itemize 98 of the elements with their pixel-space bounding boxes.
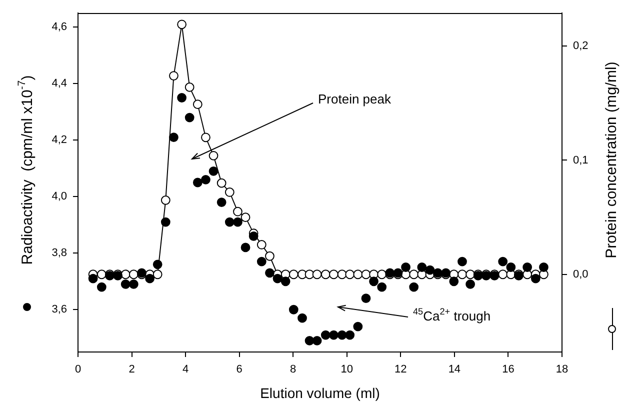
annotation: Protein peak bbox=[318, 92, 392, 107]
point bbox=[184, 82, 194, 92]
point bbox=[120, 280, 130, 289]
point bbox=[449, 276, 459, 286]
point bbox=[177, 93, 186, 102]
point bbox=[369, 276, 378, 286]
x-tick-label: 18 bbox=[556, 364, 568, 376]
point bbox=[240, 212, 250, 222]
point bbox=[256, 240, 266, 250]
point bbox=[458, 256, 467, 266]
point bbox=[192, 178, 202, 188]
point bbox=[498, 270, 508, 280]
point bbox=[539, 262, 548, 272]
point bbox=[160, 195, 170, 205]
x-tick-label: 10 bbox=[340, 364, 354, 376]
x-tick-label: 14 bbox=[448, 364, 461, 376]
point bbox=[169, 71, 178, 80]
y2-tick-label: 0,0 bbox=[573, 268, 588, 280]
point bbox=[272, 274, 282, 284]
point bbox=[466, 270, 476, 280]
x-tick-label: 8 bbox=[290, 364, 296, 376]
point bbox=[425, 265, 435, 275]
point bbox=[288, 304, 298, 314]
x-tick-label: 16 bbox=[502, 364, 514, 376]
point bbox=[353, 322, 363, 332]
point bbox=[329, 330, 338, 340]
point bbox=[177, 20, 186, 30]
y-tick-label: 3,6 bbox=[52, 304, 67, 316]
point bbox=[152, 260, 162, 270]
point bbox=[353, 270, 363, 280]
point bbox=[208, 166, 218, 176]
point bbox=[128, 280, 138, 289]
point bbox=[377, 270, 387, 280]
y-tick-label: 3,8 bbox=[52, 247, 67, 260]
point bbox=[233, 217, 242, 227]
point bbox=[401, 262, 410, 272]
point bbox=[224, 188, 234, 197]
point bbox=[184, 112, 194, 122]
point bbox=[96, 270, 106, 280]
point bbox=[216, 198, 226, 207]
point bbox=[345, 270, 355, 280]
point bbox=[298, 313, 307, 323]
y-tick-label: 4,0 bbox=[52, 190, 67, 203]
point bbox=[522, 262, 532, 272]
y2-axis-title: Protein concentration (mg/ml) bbox=[603, 62, 620, 258]
point bbox=[337, 330, 347, 340]
point bbox=[361, 270, 371, 280]
point bbox=[256, 256, 266, 266]
point bbox=[506, 262, 516, 272]
point bbox=[466, 280, 476, 289]
point bbox=[320, 330, 330, 340]
point bbox=[192, 100, 202, 110]
y2-tick-label: 0,1 bbox=[573, 154, 588, 166]
point bbox=[233, 206, 242, 216]
point bbox=[320, 270, 330, 280]
point bbox=[201, 132, 210, 142]
x-tick-label: 12 bbox=[394, 364, 407, 376]
point bbox=[337, 270, 347, 280]
point bbox=[417, 262, 427, 272]
point bbox=[128, 270, 138, 280]
point bbox=[240, 242, 250, 252]
point bbox=[312, 270, 322, 280]
point bbox=[248, 231, 258, 241]
point bbox=[377, 282, 387, 292]
point bbox=[361, 294, 371, 304]
point bbox=[409, 282, 419, 292]
point bbox=[265, 268, 274, 278]
point bbox=[224, 217, 234, 227]
point bbox=[312, 336, 322, 346]
point bbox=[458, 270, 467, 280]
x-tick-label: 6 bbox=[236, 364, 242, 376]
x-tick-label: 2 bbox=[128, 364, 135, 376]
point bbox=[530, 274, 540, 284]
point bbox=[152, 270, 162, 280]
y-axis-title: Radioactivity (cpm/ml x10-7) bbox=[16, 75, 36, 265]
point bbox=[88, 274, 98, 284]
point bbox=[345, 330, 355, 340]
point bbox=[160, 217, 170, 227]
point bbox=[329, 270, 338, 280]
point bbox=[280, 276, 290, 286]
point bbox=[498, 256, 508, 266]
point bbox=[208, 150, 218, 160]
x-tick-label: 4 bbox=[182, 364, 189, 376]
point bbox=[96, 282, 106, 292]
y-tick-label: 4,4 bbox=[52, 78, 67, 90]
point bbox=[201, 174, 210, 184]
point bbox=[304, 336, 314, 346]
y2-tick-label: 0,2 bbox=[573, 40, 588, 52]
point bbox=[288, 270, 298, 280]
point bbox=[169, 132, 178, 142]
point bbox=[265, 251, 274, 261]
point bbox=[216, 178, 226, 188]
y-tick-label: 4,2 bbox=[52, 134, 67, 146]
x-axis-title: Elution volume (ml) bbox=[260, 384, 380, 401]
point bbox=[409, 270, 419, 280]
y-tick-label: 4,6 bbox=[52, 21, 67, 34]
point bbox=[145, 274, 154, 284]
x-tick-label: 0 bbox=[74, 364, 82, 376]
